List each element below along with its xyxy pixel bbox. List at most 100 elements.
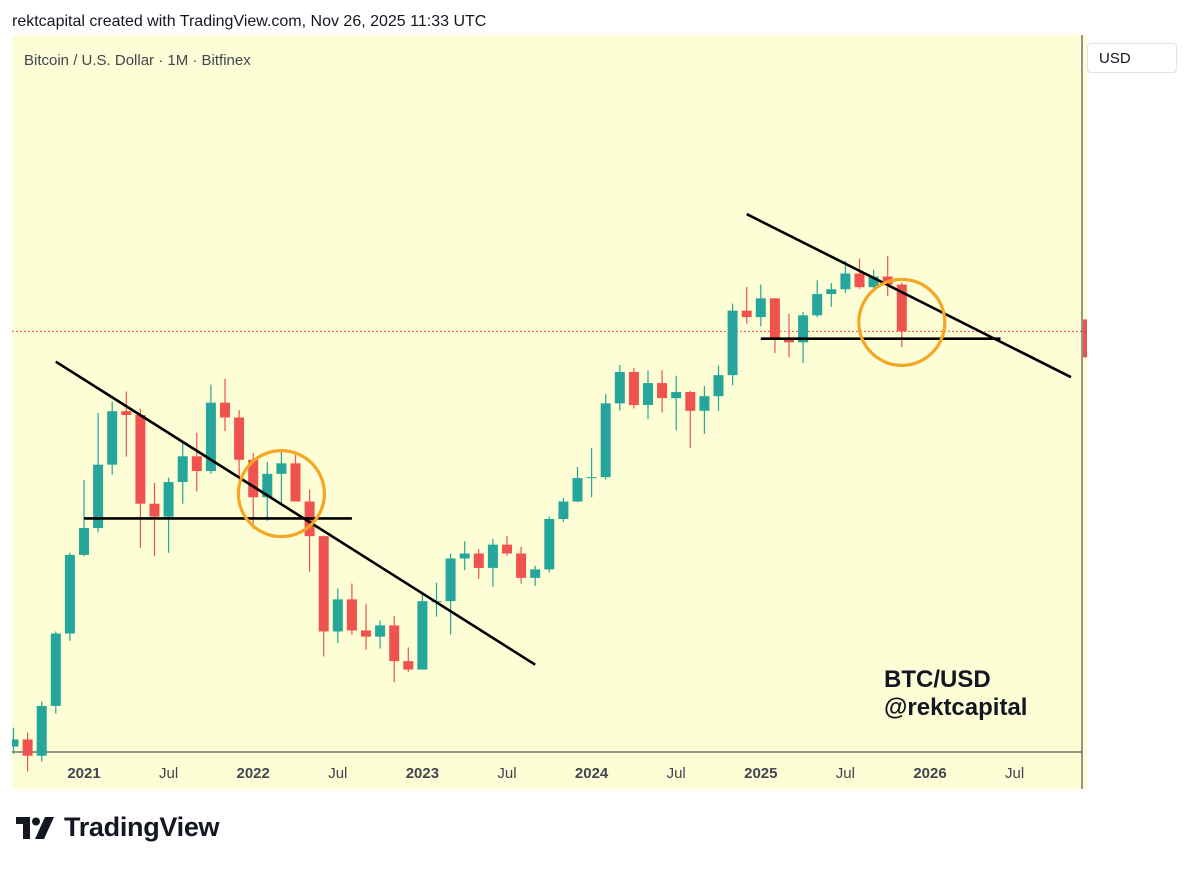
- candle: [459, 541, 470, 571]
- candle-body: [50, 633, 61, 706]
- candle-body: [643, 383, 653, 406]
- candle: [741, 286, 752, 324]
- highlight-circle: [857, 277, 947, 367]
- candle-body: [727, 310, 738, 376]
- candle-body: [346, 599, 357, 631]
- candle-body: [121, 411, 132, 416]
- candle: [685, 390, 696, 449]
- highlight-circle: [236, 449, 326, 539]
- candle-body: [769, 298, 780, 338]
- candle: [121, 391, 132, 457]
- currency-selector[interactable]: USD: [1087, 43, 1177, 73]
- tradingview-logo-icon: [16, 816, 54, 839]
- candle-body: [403, 661, 414, 670]
- candle-body: [417, 601, 428, 670]
- time-tick-label: Jul: [328, 765, 347, 782]
- candle: [107, 401, 118, 475]
- candle: [671, 375, 682, 431]
- candle-body: [713, 375, 724, 397]
- candle: [586, 448, 597, 498]
- candle-body: [290, 463, 301, 502]
- candle: [784, 313, 794, 358]
- candles-group: [12, 255, 907, 772]
- time-tick-label: 2025: [744, 765, 777, 782]
- tradingview-logo-text: TradingView: [64, 812, 220, 842]
- candle-body: [93, 464, 104, 529]
- candle: [135, 408, 146, 548]
- candle: [657, 370, 668, 413]
- candle-body: [163, 482, 174, 517]
- candlestick-chart[interactable]: Bitcoin / U.S. Dollar · 1M · Bitfinex BTC…: [12, 35, 1087, 789]
- candle-body: [840, 273, 851, 290]
- candle-body: [586, 477, 597, 479]
- candle: [346, 583, 357, 635]
- time-tick-label: Jul: [667, 765, 686, 782]
- time-tick-label: Jul: [159, 765, 178, 782]
- time-tick-label: 2026: [913, 765, 946, 782]
- candle-body: [755, 298, 766, 318]
- candle-body: [671, 392, 682, 399]
- candle: [812, 280, 823, 318]
- candle-body: [318, 536, 329, 632]
- candle: [191, 432, 202, 492]
- candle: [318, 535, 329, 657]
- candle: [840, 260, 851, 293]
- price-axis-background: [1083, 35, 1087, 789]
- candle: [276, 451, 287, 505]
- candle: [600, 394, 611, 480]
- time-tick-label: Jul: [1005, 765, 1024, 782]
- candle-body: [276, 463, 287, 474]
- candle-body: [135, 415, 146, 504]
- candle-body: [361, 630, 371, 637]
- candle: [445, 553, 456, 635]
- candle: [473, 549, 484, 579]
- candle-body: [191, 456, 202, 472]
- trendline: [55, 360, 536, 666]
- candle: [234, 410, 245, 480]
- candle-body: [600, 403, 611, 478]
- trendline: [746, 212, 1072, 379]
- candle: [177, 442, 188, 504]
- watermark-text: BTC/USD: [884, 666, 991, 693]
- candle-body: [149, 503, 160, 517]
- candle-body: [375, 625, 386, 637]
- time-tick-label: 2023: [406, 765, 439, 782]
- candle-body: [784, 337, 794, 343]
- candle-body: [812, 294, 823, 316]
- candle-body: [657, 383, 668, 399]
- candle-body: [248, 459, 259, 498]
- candle-body: [64, 554, 75, 634]
- candle-body: [473, 553, 484, 568]
- candle: [12, 727, 19, 754]
- last-price-tag: [1083, 319, 1087, 358]
- candle: [854, 258, 865, 289]
- candle-body: [628, 371, 639, 406]
- candle: [22, 732, 33, 772]
- candle: [516, 546, 527, 584]
- time-tick-label: Jul: [836, 765, 855, 782]
- candle-body: [516, 553, 527, 578]
- candle-body: [177, 456, 188, 483]
- candle: [544, 516, 555, 573]
- candle-body: [107, 411, 118, 465]
- candle-body: [487, 544, 498, 568]
- candle: [248, 452, 259, 529]
- candle-body: [22, 739, 33, 756]
- time-tick-label: 2024: [575, 765, 609, 782]
- chart-attribution: rektcapital created with TradingView.com…: [12, 13, 487, 30]
- candle-body: [220, 402, 230, 418]
- candle-body: [530, 569, 541, 578]
- candle: [643, 370, 653, 420]
- candle-body: [79, 528, 89, 555]
- time-tick-label: 2021: [67, 765, 100, 782]
- candle: [487, 538, 498, 587]
- candle: [220, 378, 230, 432]
- candle: [36, 701, 47, 762]
- candle-body: [459, 553, 470, 559]
- candle-body: [826, 289, 837, 295]
- watermark-text: @rektcapital: [884, 694, 1027, 721]
- chart-frame[interactable]: Bitcoin / U.S. Dollar · 1M · Bitfinex BTC…: [12, 35, 1087, 789]
- candle: [713, 365, 724, 411]
- candle: [417, 594, 428, 670]
- candle-body: [868, 276, 879, 288]
